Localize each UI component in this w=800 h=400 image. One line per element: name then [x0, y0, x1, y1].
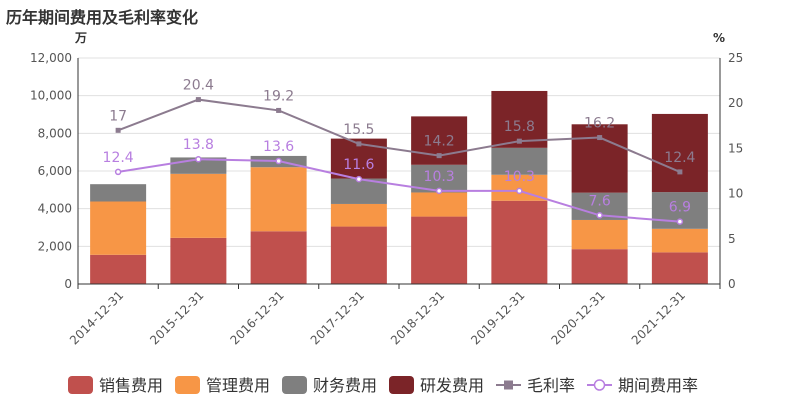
bar-segment	[491, 147, 548, 175]
legend-label: 期间费用率	[618, 376, 698, 395]
bar-segment	[250, 231, 307, 284]
legend-swatch	[68, 376, 93, 394]
bar-segment	[250, 167, 307, 232]
y-right-tick-label: 10	[728, 187, 743, 201]
y-left-tick-label: 2,000	[38, 239, 72, 253]
bar-segment	[571, 219, 628, 250]
legend-swatch	[389, 376, 414, 394]
data-point	[195, 155, 202, 163]
data-point	[275, 157, 282, 165]
bar-segment	[90, 201, 147, 255]
bar-segment	[90, 254, 147, 284]
legend-swatch	[175, 376, 200, 394]
x-tick-label: 2020-12-31	[549, 288, 608, 347]
data-label: 11.6	[343, 157, 374, 173]
y-right-tick-label: 20	[728, 96, 743, 110]
data-label: 16.2	[584, 116, 615, 132]
y-left-tick-label: 10,000	[30, 89, 72, 103]
y-left-tick-label: 4,000	[38, 202, 72, 216]
x-tick-label: 2015-12-31	[147, 288, 206, 347]
bar-segment	[411, 192, 468, 217]
data-label: 10.3	[424, 169, 455, 185]
bar-segment	[651, 252, 708, 284]
y-left-tick-label: 6,000	[38, 164, 72, 178]
bar-segment	[411, 216, 468, 284]
series-line	[117, 98, 681, 173]
legend-label: 财务费用	[313, 376, 377, 395]
data-label: 12.4	[103, 150, 134, 166]
y-right-tick-label: 0	[728, 277, 736, 291]
legend-label: 毛利率	[527, 376, 575, 395]
data-point	[276, 107, 282, 113]
y-left-tick-label: 8,000	[38, 126, 72, 140]
bar-segment	[571, 249, 628, 284]
y-right-tick-label: 15	[728, 141, 743, 155]
legend-label: 研发费用	[420, 376, 484, 395]
data-point	[516, 187, 523, 195]
legend-marker	[504, 380, 513, 390]
data-label: 19.2	[263, 88, 294, 104]
bar-segment	[651, 228, 708, 253]
legend-marker	[593, 379, 606, 391]
bar-segment	[651, 113, 708, 193]
x-tick-label: 2019-12-31	[468, 288, 527, 347]
data-point	[356, 141, 362, 147]
bar-segment	[330, 203, 387, 227]
data-label: 7.6	[588, 193, 610, 209]
data-label: 13.6	[263, 139, 294, 155]
data-label: 6.9	[669, 200, 691, 216]
x-tick-label: 2014-12-31	[67, 288, 126, 347]
bar-segment	[90, 184, 147, 202]
bar-segment	[571, 124, 628, 193]
x-tick-label: 2021-12-31	[629, 288, 688, 347]
y-left-tick-label: 12,000	[30, 51, 72, 65]
data-label: 10.3	[504, 169, 535, 185]
data-point	[195, 97, 201, 103]
bar-segment	[491, 90, 548, 148]
data-point	[516, 138, 522, 144]
legend-label: 销售费用	[99, 376, 163, 395]
x-tick-label: 2016-12-31	[228, 288, 287, 347]
right-unit-label: %	[713, 31, 725, 45]
data-point	[355, 175, 363, 183]
left-unit-label: 万	[74, 31, 87, 45]
data-label: 15.5	[343, 122, 374, 138]
data-point	[596, 212, 603, 219]
bar-segment	[330, 226, 387, 284]
x-tick-label: 2018-12-31	[388, 288, 447, 347]
chart-title: 历年期间费用及毛利率变化	[6, 8, 199, 27]
bar-segment	[170, 173, 227, 238]
data-point	[677, 169, 683, 175]
x-tick-label: 2017-12-31	[308, 288, 367, 347]
bar-segment	[170, 237, 227, 284]
legend-label: 管理费用	[206, 376, 270, 395]
data-label: 17	[109, 108, 127, 124]
data-label: 14.2	[424, 134, 455, 150]
data-point	[436, 153, 442, 159]
data-point	[676, 218, 684, 225]
data-label: 15.8	[504, 119, 535, 135]
data-point	[115, 127, 121, 133]
data-label: 12.4	[664, 150, 695, 166]
data-point	[435, 187, 443, 195]
series-line	[117, 158, 680, 223]
y-left-tick-label: 0	[64, 277, 72, 291]
legend-swatch	[282, 376, 307, 394]
data-point	[597, 135, 603, 141]
y-right-tick-label: 5	[728, 232, 736, 246]
data-label: 13.8	[183, 137, 214, 153]
data-label: 20.4	[183, 78, 214, 94]
data-point	[114, 168, 122, 176]
y-right-tick-label: 25	[728, 51, 743, 65]
bar-segment	[491, 200, 548, 284]
